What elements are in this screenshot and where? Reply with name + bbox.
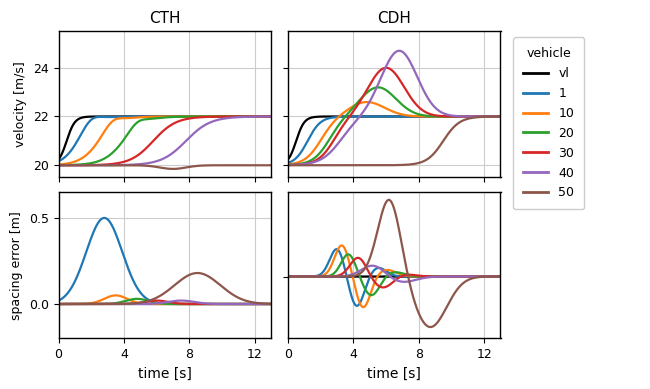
X-axis label: time [s]: time [s] xyxy=(138,367,192,381)
X-axis label: time [s]: time [s] xyxy=(367,367,421,381)
Y-axis label: velocity [m/s]: velocity [m/s] xyxy=(14,61,27,147)
Title: CDH: CDH xyxy=(377,11,411,26)
Title: CTH: CTH xyxy=(149,11,181,26)
Legend: vl, 1, 10, 20, 30, 40, 50: vl, 1, 10, 20, 30, 40, 50 xyxy=(514,37,584,210)
Y-axis label: spacing error [m]: spacing error [m] xyxy=(10,211,23,320)
